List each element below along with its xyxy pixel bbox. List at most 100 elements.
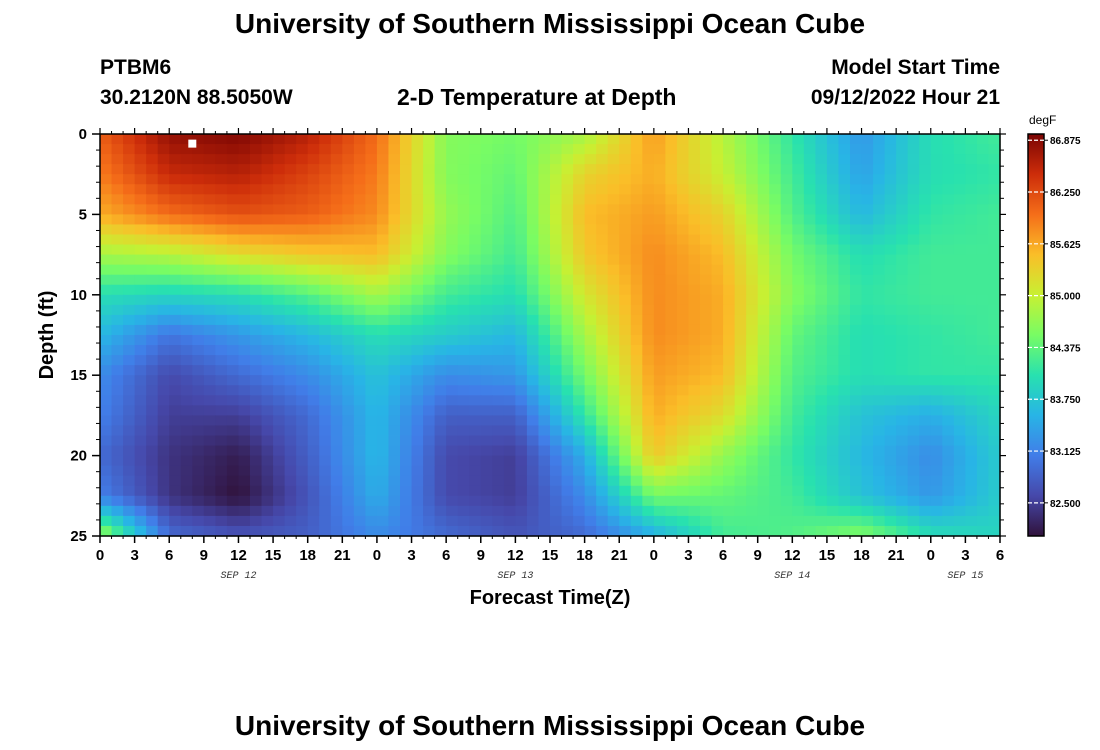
heatmap-cell: [573, 294, 586, 306]
heatmap-cell: [365, 485, 378, 497]
heatmap-cell: [723, 345, 736, 356]
heatmap-cell: [550, 415, 563, 427]
heatmap-cell: [584, 485, 597, 497]
heatmap-cell: [111, 154, 124, 165]
heatmap-cell: [676, 395, 690, 406]
heatmap-cell: [250, 224, 263, 236]
heatmap-cell: [550, 154, 563, 165]
heatmap-cell: [826, 144, 840, 155]
heatmap-cell: [330, 184, 343, 195]
heatmap-cell: [815, 214, 828, 226]
heatmap-cell: [769, 415, 782, 427]
heatmap-cell: [376, 345, 390, 356]
heatmap-cell: [123, 475, 136, 487]
heatmap-cell: [180, 365, 193, 376]
heatmap-cell: [573, 234, 586, 246]
heatmap-cell: [400, 304, 413, 316]
heatmap-cell: [907, 375, 920, 386]
heatmap-cell: [561, 244, 574, 256]
heatmap-cell: [353, 254, 366, 266]
heatmap-cell: [550, 174, 563, 185]
heatmap-cell: [296, 174, 309, 185]
heatmap-cell: [550, 485, 563, 497]
heatmap-cell: [469, 355, 482, 366]
heatmap-cell: [630, 365, 643, 376]
heatmap-cell: [365, 505, 378, 517]
heatmap-cell: [838, 515, 851, 527]
heatmap-cell: [469, 254, 482, 266]
heatmap-cell: [976, 485, 990, 497]
heatmap-cell: [873, 455, 886, 467]
heatmap-cell: [676, 355, 690, 366]
heatmap-cell: [734, 435, 747, 447]
heatmap-cell: [976, 154, 990, 165]
heatmap-cell: [365, 154, 378, 165]
heatmap-cell: [307, 435, 320, 447]
heatmap-cell: [700, 335, 713, 346]
heatmap-cell: [180, 314, 193, 326]
heatmap-cell: [469, 264, 482, 276]
heatmap-cell: [134, 485, 147, 497]
heatmap-cell: [192, 244, 205, 256]
heatmap-cell: [376, 385, 390, 396]
heatmap-cell: [861, 254, 874, 266]
heatmap-cells: [100, 134, 1001, 537]
heatmap-cell: [653, 475, 666, 487]
heatmap-cell: [480, 154, 493, 165]
heatmap-cell: [503, 465, 516, 477]
heatmap-cell: [630, 184, 643, 195]
heatmap-cell: [850, 435, 863, 447]
heatmap-cell: [873, 425, 886, 437]
heatmap-cell: [630, 224, 643, 236]
heatmap-cell: [815, 154, 828, 165]
heatmap-cell: [826, 515, 840, 527]
heatmap-cell: [111, 134, 124, 145]
heatmap-cell: [111, 465, 124, 477]
heatmap-cell: [873, 515, 886, 527]
heatmap-cell: [423, 385, 436, 396]
heatmap-cell: [896, 164, 909, 175]
heatmap-cell: [607, 274, 620, 286]
heatmap-cell: [803, 355, 816, 366]
heatmap-cell: [192, 214, 205, 226]
heatmap-cell: [826, 495, 840, 507]
heatmap-cell: [907, 405, 920, 416]
heatmap-cell: [457, 174, 470, 185]
heatmap-cell: [180, 184, 193, 195]
heatmap-cell: [688, 194, 701, 205]
heatmap-cell: [261, 415, 274, 427]
heatmap-cell: [111, 365, 124, 376]
heatmap-cell: [250, 335, 263, 346]
heatmap-cell: [642, 515, 655, 527]
heatmap-cell: [538, 144, 551, 155]
heatmap-cell: [273, 254, 286, 266]
heatmap-cell: [376, 304, 390, 316]
heatmap-cell: [976, 435, 990, 447]
heatmap-cell: [584, 324, 597, 336]
heatmap-cell: [642, 465, 655, 477]
heatmap-cell: [873, 134, 886, 145]
heatmap-cell: [746, 274, 759, 286]
heatmap-cell: [157, 134, 170, 145]
heatmap-cell: [884, 264, 897, 276]
heatmap-cell: [665, 365, 678, 376]
heatmap-cell: [642, 425, 655, 437]
heatmap-cell: [653, 274, 666, 286]
y-tick-label: 20: [70, 448, 87, 465]
heatmap-cell: [700, 154, 713, 165]
heatmap-cell: [757, 365, 770, 376]
heatmap-cell: [561, 385, 574, 396]
heatmap-cell: [550, 375, 563, 386]
heatmap-cell: [942, 224, 955, 236]
heatmap-cell: [273, 345, 286, 356]
heatmap-cell: [688, 375, 701, 386]
heatmap-cell: [538, 415, 551, 427]
heatmap-cell: [653, 214, 666, 226]
heatmap-cell: [723, 304, 736, 316]
heatmap-cell: [815, 445, 828, 457]
heatmap-cell: [769, 284, 782, 296]
heatmap-cell: [215, 194, 228, 205]
heatmap-cell: [100, 254, 113, 266]
heatmap-cell: [653, 435, 666, 447]
heatmap-cell: [861, 164, 874, 175]
